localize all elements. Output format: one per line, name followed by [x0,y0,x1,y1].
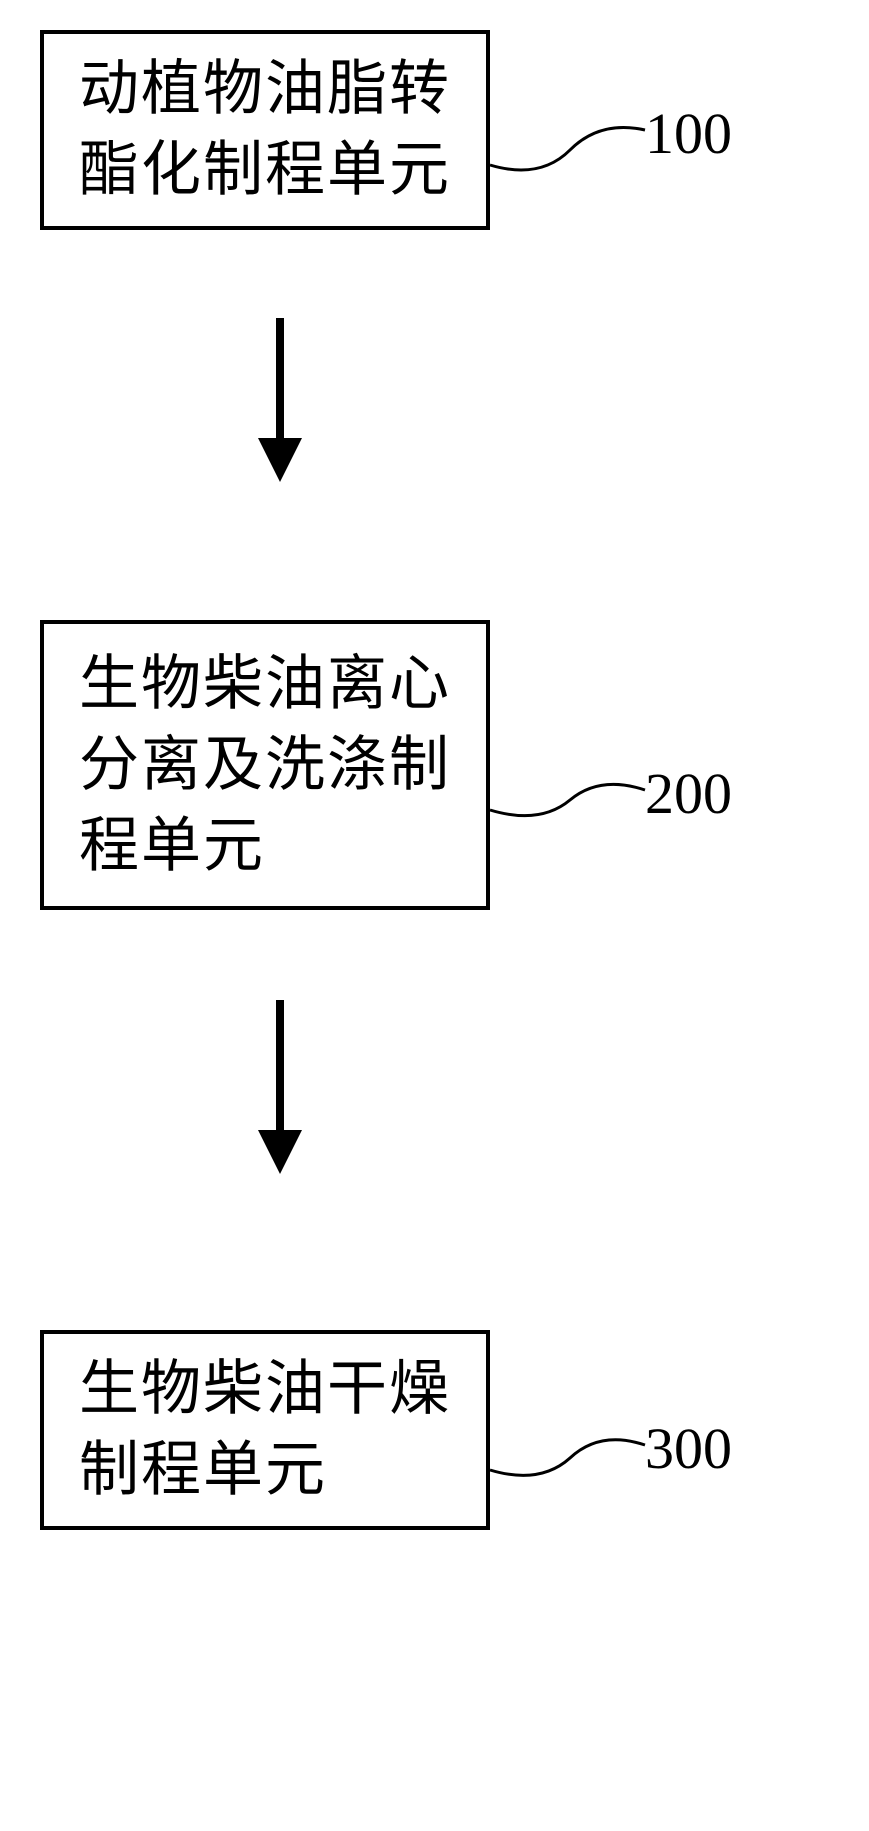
connector-2-path [490,784,645,815]
process-box-3: 生物柴油干燥制程单元 [40,1330,490,1530]
process-box-3-text: 生物柴油干燥制程单元 [79,1349,451,1511]
process-box-1: 动植物油脂转酯化制程单元 [40,30,490,230]
arrow-1-head [258,438,302,482]
process-box-2-text: 生物柴油离心分离及洗涤制程单元 [79,644,451,887]
arrow-2-shaft [276,1000,284,1130]
arrow-1-shaft [276,318,284,438]
arrow-2-head [258,1130,302,1174]
label-300: 300 [645,1415,732,1482]
process-box-2: 生物柴油离心分离及洗涤制程单元 [40,620,490,910]
connector-3-path [490,1440,645,1476]
label-100: 100 [645,100,732,167]
connector-1-svg [0,0,869,1831]
arrow-1 [258,318,302,482]
connector-1-path [490,128,645,171]
arrow-2 [258,1000,302,1174]
label-200: 200 [645,760,732,827]
process-box-1-text: 动植物油脂转酯化制程单元 [79,49,451,211]
